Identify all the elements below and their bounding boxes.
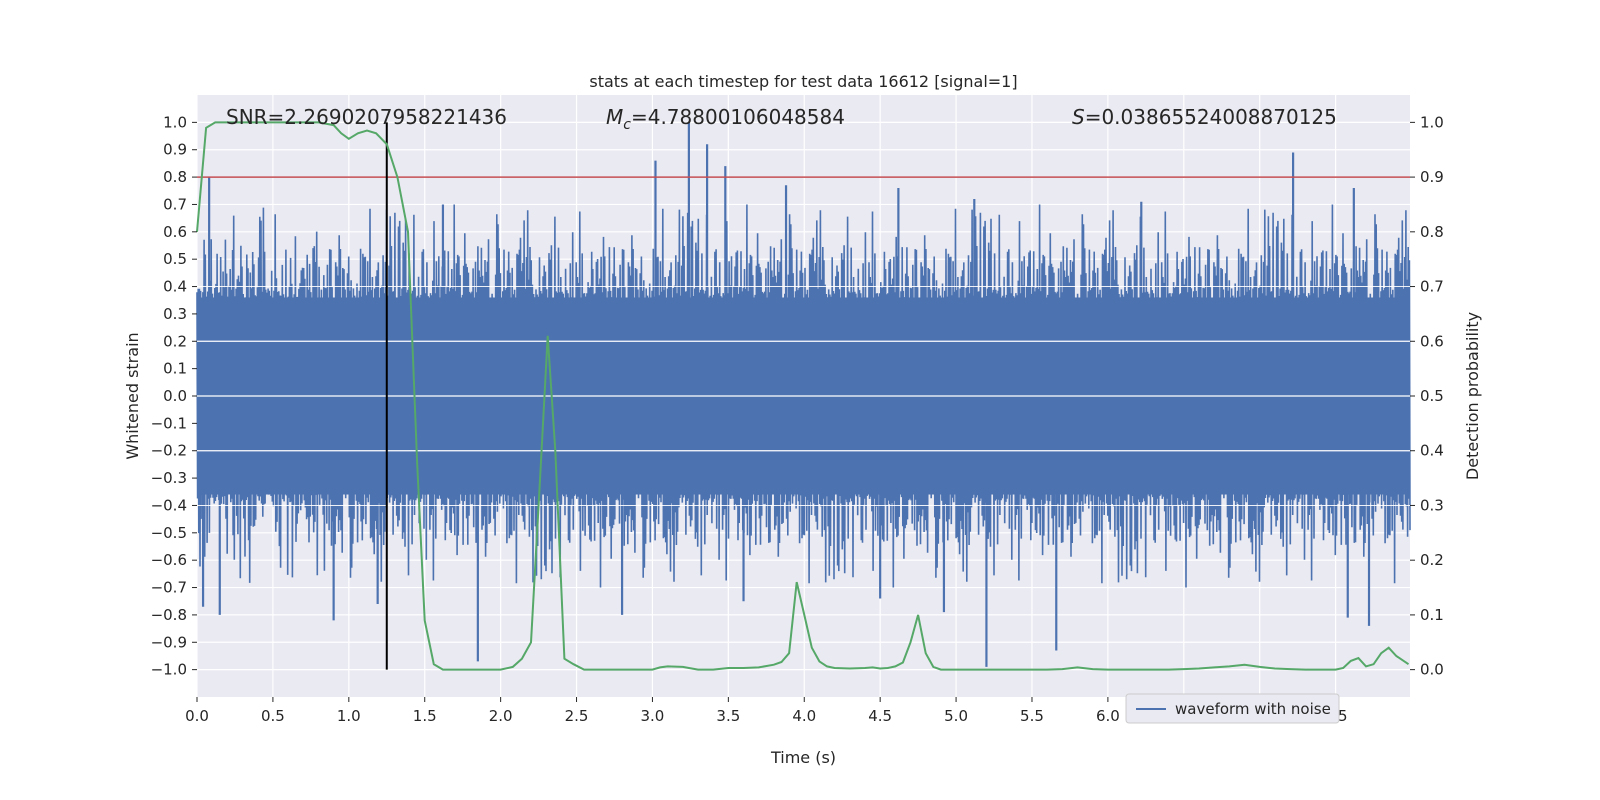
x-tick-label: 0.0: [185, 707, 209, 725]
y-tick-label-right: 0.0: [1420, 661, 1444, 679]
y-tick-label-left: −0.8: [151, 606, 187, 624]
y-tick-label-left: −0.9: [151, 633, 187, 651]
s-value: =0.03865524008870125: [1085, 105, 1337, 129]
y-axis-label-left: Whitened strain: [123, 332, 142, 459]
y-axis-label-right: Detection probability: [1463, 312, 1482, 480]
y-tick-label-left: −0.7: [151, 579, 187, 597]
s-annotation: S=0.03865524008870125: [1072, 105, 1337, 129]
y-tick-label-left: 0.6: [163, 223, 187, 241]
y-tick-label-left: −0.2: [151, 442, 187, 460]
probability-series: [196, 121, 1410, 671]
chirp-mass-subscript: c: [623, 117, 631, 133]
y-tick-label-right: 0.7: [1420, 278, 1444, 296]
y-tick-label-left: 1.0: [163, 113, 187, 131]
x-tick-label: 3.0: [641, 707, 665, 725]
y-tick-label-right: 1.0: [1420, 113, 1444, 131]
probability-line: [196, 121, 1410, 671]
x-tick-label: 5.0: [944, 707, 968, 725]
y-tick-label-left: −0.4: [151, 496, 187, 514]
x-tick-label: 5.5: [1020, 707, 1044, 725]
waveform-series: [196, 122, 1411, 667]
y-tick-label-right: 0.3: [1420, 496, 1444, 514]
y-tick-label-right: 0.5: [1420, 387, 1444, 405]
x-tick-label: 6.0: [1096, 707, 1120, 725]
y-tick-label-right: 0.9: [1420, 168, 1444, 186]
y-tick-label-left: −0.5: [151, 524, 187, 542]
y-tick-label-right: 0.1: [1420, 606, 1444, 624]
y-tick-label-left: 0.9: [163, 141, 187, 159]
y-tick-label-right: 0.4: [1420, 442, 1444, 460]
chirp-mass-symbol: M: [606, 105, 623, 129]
y-tick-label-left: 0.0: [163, 387, 187, 405]
s-symbol: S: [1072, 105, 1085, 129]
snr-annotation: SNR=2.2690207958221436: [226, 105, 507, 129]
y-tick-label-left: −0.1: [151, 414, 187, 432]
x-tick-label: 4.0: [792, 707, 816, 725]
y-tick-label-left: 0.5: [163, 250, 187, 268]
x-tick-label: 2.0: [489, 707, 513, 725]
y-tick-label-left: 0.7: [163, 195, 187, 213]
chirp-mass-annotation: Mc=4.78800106048584: [606, 105, 845, 133]
y-tick-label-left: −0.6: [151, 551, 187, 569]
x-tick-label: 2.5: [565, 707, 589, 725]
x-axis-label: Time (s): [770, 748, 836, 767]
y-tick-label-left: 0.8: [163, 168, 187, 186]
y-tick-label-right: 0.2: [1420, 551, 1444, 569]
legend-box: [1125, 693, 1340, 724]
y-tick-label-left: 0.4: [163, 278, 187, 296]
y-tick-label-left: 0.3: [163, 305, 187, 323]
x-tick-label: 4.5: [868, 707, 892, 725]
x-tick-label: 0.5: [261, 707, 285, 725]
y-tick-label-right: 0.6: [1420, 332, 1444, 350]
legend: waveform with noise: [1125, 693, 1340, 724]
x-tick-label: 3.5: [716, 707, 740, 725]
chart-title: stats at each timestep for test data 166…: [589, 72, 1017, 91]
y-tick-label-left: −1.0: [151, 661, 187, 679]
y-tick-label-left: 0.1: [163, 360, 187, 378]
x-tick-label: 1.0: [337, 707, 361, 725]
y-tick-label-left: −0.3: [151, 469, 187, 487]
y-tick-label-right: 0.8: [1420, 223, 1444, 241]
x-tick-label: 1.5: [413, 707, 437, 725]
overlay-lines: [197, 122, 1410, 670]
legend-label-waveform: waveform with noise: [1175, 700, 1331, 718]
y-tick-label-left: 0.2: [163, 332, 187, 350]
chirp-mass-value: =4.78800106048584: [631, 105, 845, 129]
